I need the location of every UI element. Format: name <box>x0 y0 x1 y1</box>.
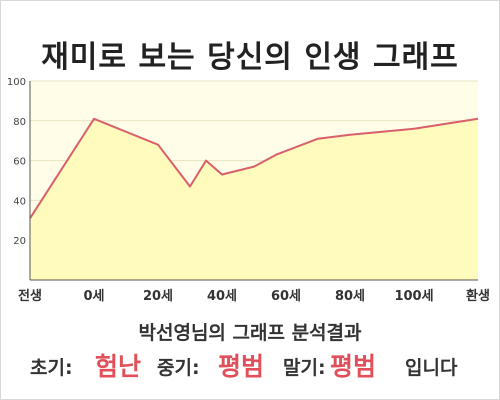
late-value: 평범 <box>330 352 377 381</box>
result-title: 박선영님의 그래프 분석결과 <box>138 322 362 344</box>
result-summary: 초기: 험난 중기: 평범 말기: 평범 입니다 <box>0 345 500 381</box>
x-tick-label: 0세 <box>83 289 104 304</box>
y-tick-label: 20 <box>13 236 26 247</box>
x-tick-label: 40세 <box>207 289 237 304</box>
middle-label: 중기: <box>157 357 200 379</box>
y-tick-label: 40 <box>13 196 26 207</box>
y-tick-label: 80 <box>13 117 26 128</box>
middle-value: 평범 <box>218 352 265 381</box>
y-tick-label: 60 <box>13 157 26 168</box>
early-label: 초기: <box>30 357 73 379</box>
x-tick-label: 100세 <box>394 289 433 304</box>
x-tick-label: 60세 <box>271 289 301 304</box>
result-suffix: 입니다 <box>405 357 458 379</box>
x-tick-label: 80세 <box>335 289 365 304</box>
x-tick-label: 환생 <box>466 288 490 304</box>
page-title: 재미로 보는 당신의 인생 그래프 <box>41 40 459 75</box>
x-tick-label: 전생 <box>18 288 42 304</box>
x-tick-label: 20세 <box>143 289 173 304</box>
late-label: 말기: <box>283 357 326 379</box>
y-tick-label: 100 <box>7 77 26 88</box>
area-fill <box>30 118 478 280</box>
series-line <box>29 117 479 219</box>
early-value: 험난 <box>95 352 142 381</box>
